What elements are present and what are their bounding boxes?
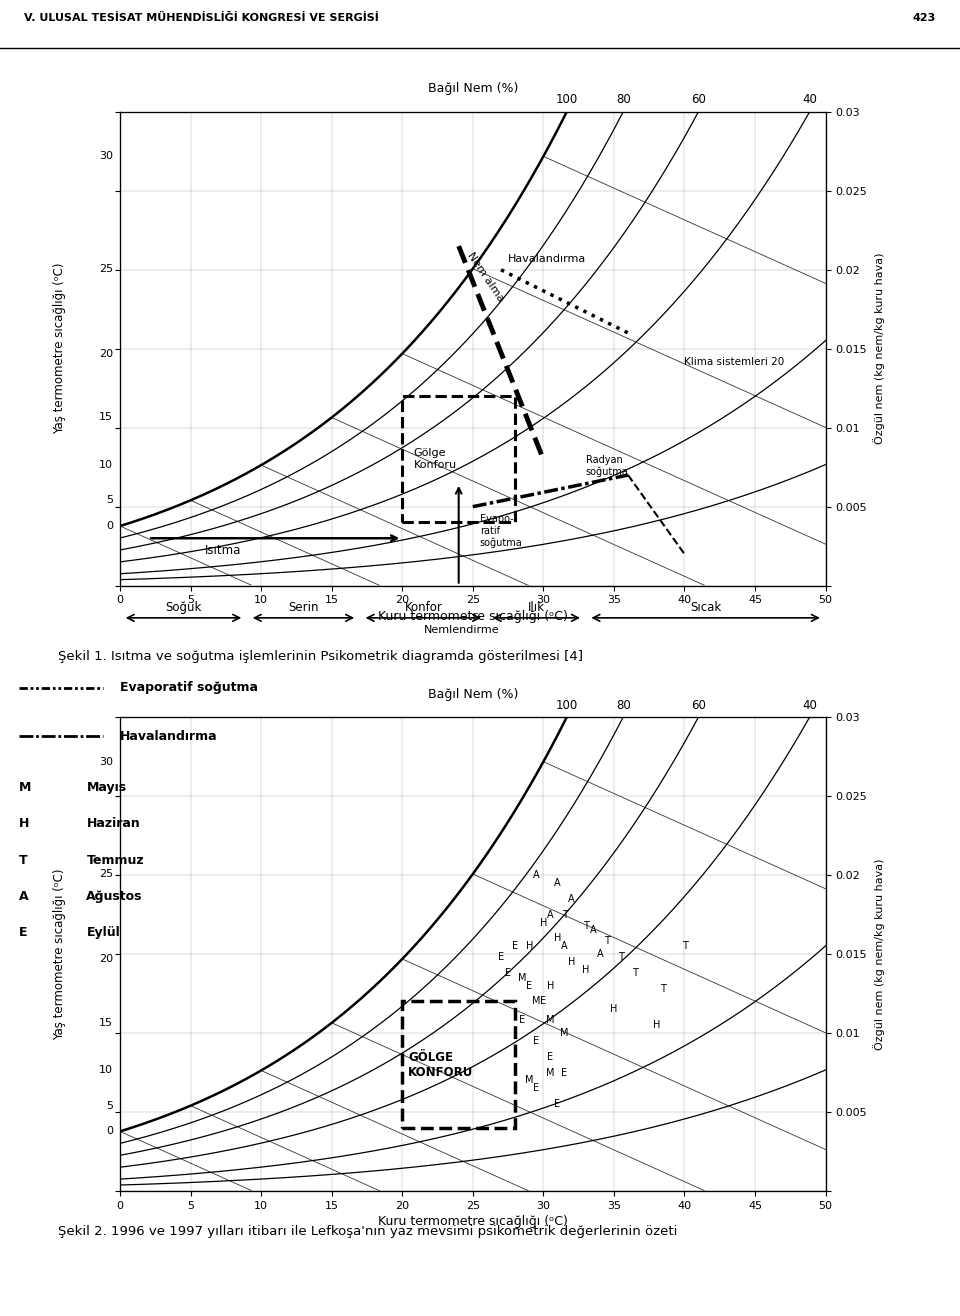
Text: Nemlendirme: Nemlendirme	[423, 625, 499, 636]
Text: H: H	[611, 1004, 617, 1015]
Text: Mayıs: Mayıs	[86, 782, 127, 794]
Text: A: A	[19, 890, 29, 903]
Text: E: E	[526, 980, 532, 991]
Text: A: A	[562, 941, 568, 951]
Text: GÖLGE
KONFORU: GÖLGE KONFORU	[408, 1050, 473, 1079]
Text: Nem alma: Nem alma	[466, 250, 506, 304]
Text: 100: 100	[556, 699, 578, 712]
X-axis label: Bağıl Nem (%): Bağıl Nem (%)	[427, 688, 518, 701]
Text: 80: 80	[615, 93, 631, 107]
Text: T: T	[632, 969, 638, 978]
Text: E: E	[562, 1067, 567, 1078]
Text: E: E	[555, 1099, 561, 1109]
Text: E: E	[505, 969, 511, 978]
Text: E: E	[498, 953, 504, 962]
Text: Yaş termometre sıcağlığı (ᵒC): Yaş termometre sıcağlığı (ᵒC)	[54, 263, 66, 434]
Text: V. ULUSAL TESİSAT MÜHENDİSLİĞİ KONGRESİ VE SERGİSİ: V. ULUSAL TESİSAT MÜHENDİSLİĞİ KONGRESİ …	[24, 12, 379, 22]
Text: T: T	[682, 941, 687, 951]
Text: 80: 80	[615, 699, 631, 712]
Text: Konfor: Konfor	[404, 600, 443, 613]
Text: Haziran: Haziran	[86, 817, 140, 830]
Text: A: A	[589, 925, 596, 936]
Text: M: M	[19, 782, 32, 794]
Text: 30: 30	[99, 757, 113, 767]
Text: M: M	[518, 973, 526, 983]
Text: Temmuz: Temmuz	[86, 854, 144, 867]
Text: E: E	[547, 1051, 554, 1062]
Text: 20: 20	[99, 954, 113, 965]
Text: H: H	[525, 941, 533, 951]
Text: H: H	[653, 1020, 660, 1030]
Text: T: T	[19, 854, 28, 867]
Text: Sıcak: Sıcak	[690, 600, 721, 613]
Text: 5: 5	[106, 1100, 113, 1111]
Text: 0: 0	[106, 1126, 113, 1137]
Text: E: E	[19, 926, 28, 940]
Text: E: E	[540, 996, 546, 1007]
Text: H: H	[540, 917, 547, 928]
Text: 10: 10	[99, 1066, 113, 1075]
Text: 0: 0	[106, 521, 113, 532]
Text: Isıtma: Isıtma	[204, 544, 241, 557]
Text: 40: 40	[802, 699, 817, 712]
Text: 5: 5	[106, 495, 113, 505]
Text: H: H	[547, 980, 554, 991]
Text: Havalandırma: Havalandırma	[508, 254, 587, 265]
Text: M: M	[546, 1067, 555, 1078]
Text: A: A	[547, 909, 554, 920]
Text: 20: 20	[99, 349, 113, 359]
X-axis label: Bağıl Nem (%): Bağıl Nem (%)	[427, 83, 518, 96]
Text: T: T	[618, 953, 624, 962]
Text: Havalandırma: Havalandırma	[120, 729, 218, 742]
Text: A: A	[533, 870, 540, 880]
Y-axis label: Özgül nem (kg nem/kg kuru hava): Özgül nem (kg nem/kg kuru hava)	[873, 858, 884, 1050]
Text: E: E	[533, 1036, 540, 1046]
Text: A: A	[554, 878, 561, 888]
Text: Şekil 1. Isıtma ve soğutma işlemlerinin Psikometrik diagramda gösterilmesi [4]: Şekil 1. Isıtma ve soğutma işlemlerinin …	[58, 650, 583, 663]
Text: M: M	[532, 996, 540, 1007]
Text: M: M	[561, 1028, 568, 1038]
Text: E: E	[533, 1083, 540, 1094]
X-axis label: Kuru termometre sıcağlığı (ᵒC): Kuru termometre sıcağlığı (ᵒC)	[378, 609, 567, 622]
Text: 15: 15	[99, 412, 113, 422]
Text: Yaş termometre sıcağlığı (ᵒC): Yaş termometre sıcağlığı (ᵒC)	[54, 869, 66, 1040]
Text: 25: 25	[99, 869, 113, 879]
Text: 25: 25	[99, 263, 113, 274]
Text: Şekil 2. 1996 ve 1997 yılları itibarı ile Lefkoşa'nın yaz mevsimi psikometrik de: Şekil 2. 1996 ve 1997 yılları itibarı il…	[58, 1225, 677, 1238]
Text: 10: 10	[99, 461, 113, 470]
Text: Soğuk: Soğuk	[165, 600, 202, 613]
Text: H: H	[19, 817, 30, 830]
Text: 423: 423	[913, 13, 936, 22]
Text: 60: 60	[691, 699, 706, 712]
Text: H: H	[568, 957, 575, 967]
Text: M: M	[525, 1075, 534, 1086]
Text: A: A	[596, 949, 603, 959]
Text: H: H	[582, 965, 589, 975]
Text: E: E	[512, 941, 518, 951]
Text: Klima sistemleri 20: Klima sistemleri 20	[684, 357, 784, 367]
Text: Radyan
soğutma: Radyan soğutma	[586, 455, 629, 478]
Text: 15: 15	[99, 1017, 113, 1028]
Text: 30: 30	[99, 151, 113, 162]
Text: Ilık: Ilık	[528, 600, 545, 613]
Text: Ağustos: Ağustos	[86, 890, 143, 903]
Text: 40: 40	[802, 93, 817, 107]
Text: Serin: Serin	[288, 600, 319, 613]
Y-axis label: Özgül nem (kg nem/kg kuru hava): Özgül nem (kg nem/kg kuru hava)	[873, 253, 884, 445]
Text: T: T	[604, 937, 610, 946]
Text: T: T	[583, 921, 588, 930]
Text: T: T	[660, 984, 666, 994]
X-axis label: Kuru termometre sıcağlığı (ᵒC): Kuru termometre sıcağlığı (ᵒC)	[378, 1215, 567, 1228]
Text: 100: 100	[556, 93, 578, 107]
Text: H: H	[554, 933, 562, 944]
Text: Gölge
Konforu: Gölge Konforu	[414, 449, 457, 470]
Text: Eylül: Eylül	[86, 926, 120, 940]
Text: M: M	[546, 1016, 555, 1025]
Text: 60: 60	[691, 93, 706, 107]
Text: Evaporatif soğutma: Evaporatif soğutma	[120, 682, 258, 695]
Text: T: T	[562, 909, 567, 920]
Text: E: E	[519, 1016, 525, 1025]
Text: A: A	[568, 894, 575, 904]
Text: Evapo-
ratif
soğutma: Evapo- ratif soğutma	[480, 515, 522, 549]
